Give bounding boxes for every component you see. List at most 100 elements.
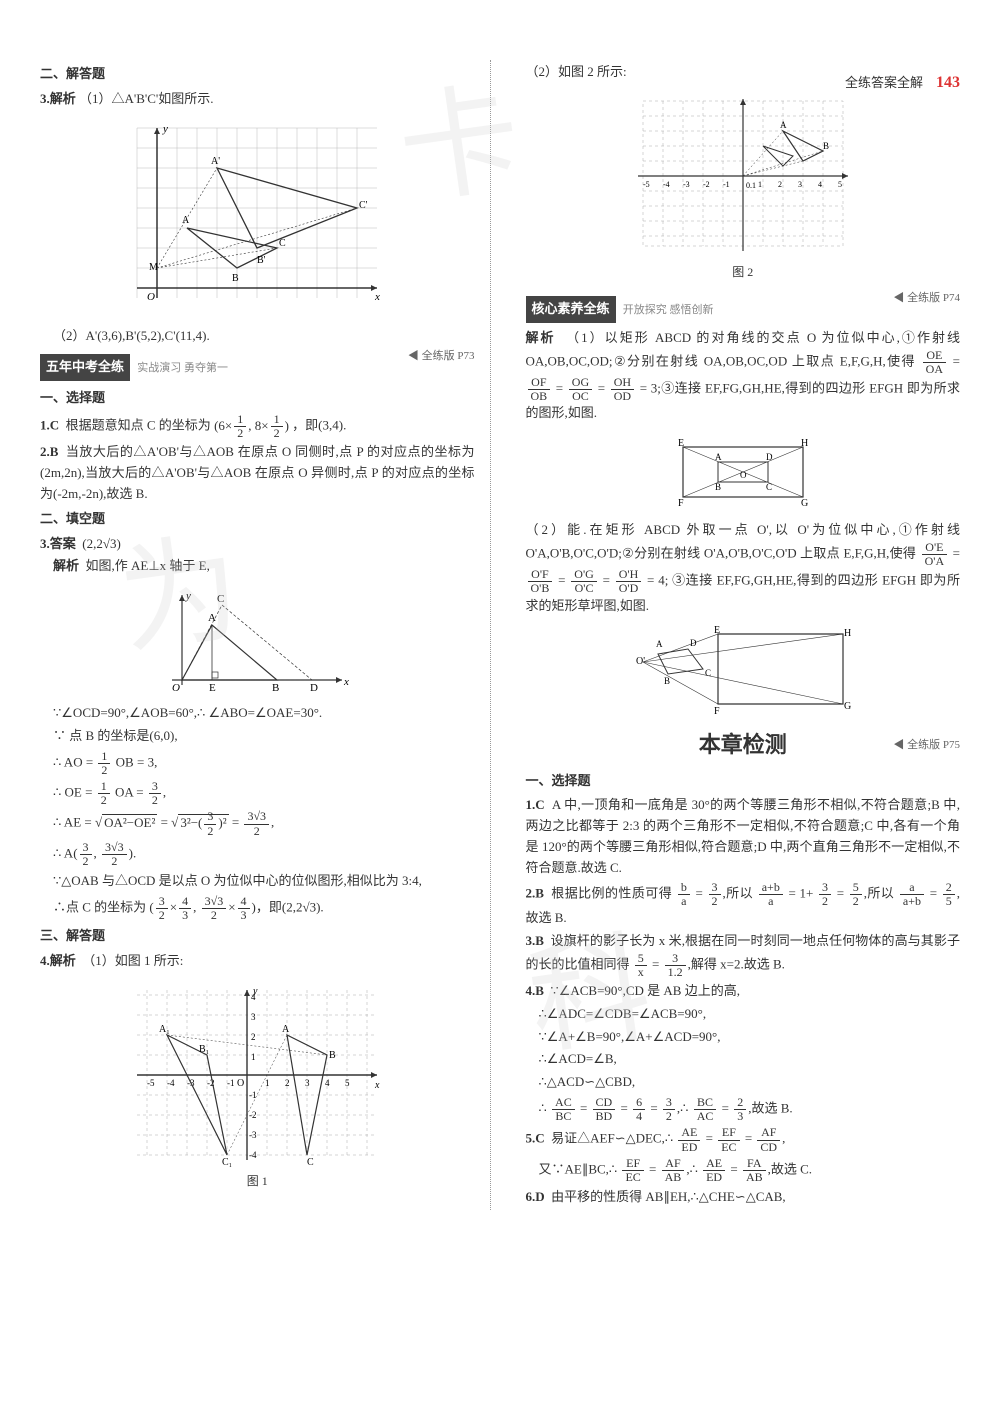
- page-number: 143: [936, 74, 960, 91]
- svg-text:3: 3: [251, 1012, 256, 1022]
- q3b-line: ∵△OAB 与△OCD 是以点 O 为位似中心的位似图形,相似比为 3:4,: [40, 871, 475, 892]
- band-title: 五年中考全练: [40, 354, 130, 381]
- svg-text:1: 1: [265, 1078, 270, 1088]
- q3b-analysis: 解析 如图,作 AE⊥x 轴于 E,: [40, 556, 475, 577]
- chapter-heading-row: 本章检测 全练版 P75: [526, 727, 961, 762]
- svg-text:B: B: [664, 676, 670, 686]
- band-title: 核心素养全练: [526, 296, 616, 323]
- svg-text:B: B: [232, 273, 239, 284]
- q3b-line: ∵∠OCD=90°,∠AOB=60°,∴ ∠ABO=∠OAE=30°.: [40, 703, 475, 724]
- figure-rect1: EH FG AD BC O: [526, 432, 961, 512]
- r5-line2: 又∵AE∥BC,∴ EFEC = AFAB,∴ AEED = FAAB,故选 C…: [526, 1157, 961, 1184]
- subtitle: 一、选择题: [40, 388, 475, 409]
- svg-text:4: 4: [818, 180, 822, 189]
- q3b-ans: (2,2√3): [82, 536, 121, 551]
- left-column: 二、解答题 3.解析 （1）△A'B'C'如图所示.: [40, 60, 491, 1210]
- svg-text:C': C': [359, 200, 368, 211]
- subtitle: 二、填空题: [40, 509, 475, 530]
- q3b-text1: 如图,作 AE⊥x 轴于 E,: [86, 558, 210, 573]
- svg-text:-4: -4: [663, 180, 670, 189]
- q3b-line: ∴ AO = 12 OB = 3,: [40, 750, 475, 777]
- band-core: 核心素养全练 开放探究 感悟创新 全练版 P74: [526, 290, 961, 326]
- svg-text:4: 4: [325, 1078, 330, 1088]
- page-header: 全练答案全解 143: [845, 70, 960, 96]
- svg-text:C: C: [217, 593, 224, 605]
- svg-text:-2: -2: [703, 180, 710, 189]
- svg-text:H: H: [801, 438, 808, 449]
- svg-text:O: O: [147, 291, 155, 303]
- q3b-line: ∴ OE = 12 OA = 32,: [40, 780, 475, 807]
- svg-text:G: G: [844, 701, 851, 712]
- svg-text:O: O: [740, 470, 747, 480]
- q2-label: 2.B: [40, 444, 58, 459]
- svg-text:0.1: 0.1: [746, 181, 756, 190]
- page-body: 二、解答题 3.解析 （1）△A'B'C'如图所示.: [0, 0, 1000, 1230]
- svg-text:1: 1: [758, 180, 762, 189]
- right-column: （2）如图 2 所示: -5-4: [511, 60, 961, 1210]
- figure-ocd: O x y A B E C D: [40, 585, 475, 695]
- svg-text:2: 2: [251, 1032, 256, 1042]
- svg-text:5: 5: [345, 1078, 350, 1088]
- core-analysis-1: 解析 （1）以矩形 ABCD 的对角线的交点 O 为位似中心,①作射线 OA,O…: [526, 328, 961, 424]
- svg-text:B: B: [823, 141, 829, 151]
- svg-text:-5: -5: [147, 1078, 155, 1088]
- svg-text:C: C: [705, 668, 711, 678]
- svg-text:-1: -1: [723, 180, 730, 189]
- svg-text:5: 5: [838, 180, 842, 189]
- q4-label: 4.解析: [40, 953, 76, 968]
- svg-text:D: D: [690, 638, 697, 648]
- svg-text:C: C: [766, 482, 772, 492]
- svg-text:-1: -1: [249, 1090, 257, 1100]
- band-ref: 全练版 P74: [893, 290, 960, 308]
- svg-text:D: D: [766, 452, 773, 462]
- svg-text:4: 4: [251, 992, 256, 1002]
- band-sub: 开放探究 感悟创新: [619, 304, 714, 316]
- svg-text:D: D: [310, 682, 318, 694]
- q3b-label: 3.答案: [40, 536, 76, 551]
- svg-text:O: O: [237, 1078, 244, 1089]
- q2-text: 当放大后的△A'OB'与△AOB 在原点 O 同侧时,点 P 的对应点的坐标为(…: [40, 444, 475, 501]
- fig2-caption: 图 2: [526, 263, 961, 282]
- r4-line: ∵∠A+∠B=90°,∠A+∠ACD=90°,: [526, 1027, 961, 1048]
- r4-line: ∴ ACBC = CDBD = 64 = 32,∴ BCAC = 23,故选 B…: [526, 1096, 961, 1123]
- left-q2: 2.B 当放大后的△A'OB'与△AOB 在原点 O 同侧时,点 P 的对应点的…: [40, 442, 475, 504]
- svg-text:2: 2: [778, 180, 782, 189]
- svg-text:O: O: [172, 682, 180, 694]
- q3-label: 3.解析: [40, 91, 76, 106]
- right-q6: 6.D 由平移的性质得 AB∥EH,∴△CHE∽△CAB,: [526, 1187, 961, 1208]
- q3b-line: ∴ A(32, 3√32).: [40, 841, 475, 868]
- svg-text:E: E: [209, 682, 216, 694]
- svg-text:A: A: [656, 639, 663, 649]
- q3-text: （1）△A'B'C'如图所示.: [79, 91, 214, 106]
- svg-text:C₁: C₁: [222, 1157, 232, 1168]
- r4-label: 4.B: [526, 983, 544, 998]
- svg-text:C: C: [307, 1157, 314, 1168]
- svg-text:G: G: [801, 498, 808, 509]
- q3b-line: ∴点 C 的坐标为 (32×43, 3√32×43)，即(2,2√3).: [40, 895, 475, 922]
- svg-text:x: x: [374, 291, 380, 303]
- r1-text: A 中,一顶角和一底角是 30°的两个等腰三角形不相似,不符合题意;B 中,两边…: [526, 797, 961, 874]
- svg-text:y: y: [162, 123, 168, 135]
- r6-text: 由平移的性质得 AB∥EH,∴△CHE∽△CAB,: [551, 1189, 786, 1204]
- svg-text:E: E: [714, 625, 720, 636]
- anal-label: 解析: [526, 330, 556, 345]
- r4-line: ∴△ACD∽△CBD,: [526, 1072, 961, 1093]
- core-analysis-2: （2）能.在矩形 ABCD 外取一点 O',以 O'为位似中心,①作射线 O'A…: [526, 520, 961, 616]
- svg-text:x: x: [343, 676, 349, 688]
- svg-text:A₁: A₁: [159, 1024, 170, 1035]
- r2-label: 2.B: [526, 885, 544, 900]
- svg-text:y: y: [185, 590, 191, 602]
- figure-grid-triangle: x y O A B C A' B' C' M: [40, 118, 475, 318]
- svg-text:M: M: [149, 262, 158, 273]
- svg-text:A': A': [211, 156, 220, 167]
- svg-text:B: B: [272, 682, 279, 694]
- r1-label: 1.C: [526, 797, 545, 812]
- svg-text:-3: -3: [249, 1130, 257, 1140]
- left-q1: 1.C 根据题意知点 C 的坐标为 (6×12, 8×12) ，即(3,4).: [40, 413, 475, 440]
- svg-text:B: B: [329, 1050, 336, 1061]
- q3-text2: （2）A'(3,6),B'(5,2),C'(11,4).: [40, 326, 475, 347]
- svg-text:-4: -4: [249, 1150, 257, 1160]
- anal-label: 解析: [53, 558, 79, 573]
- r3-label: 3.B: [526, 933, 544, 948]
- left-q4: 4.解析 （1）如图 1 所示:: [40, 951, 475, 972]
